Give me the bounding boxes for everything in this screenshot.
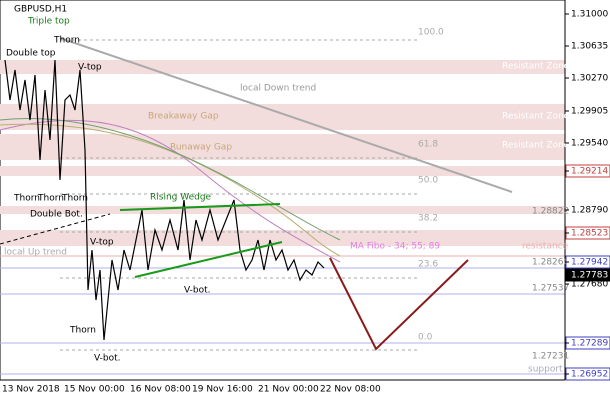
- chart-title: GBPUSD,H1: [14, 5, 67, 15]
- price-label: 1.29214: [571, 167, 608, 177]
- time-label: 19 Nov 16:00: [192, 385, 253, 395]
- annotation: Rising Wedge: [150, 193, 212, 203]
- price-label: 1.30270: [571, 74, 608, 84]
- annotation: Runaway Gap: [170, 143, 232, 153]
- annotation: Resistant Zone: [502, 62, 570, 72]
- annotation: Resistant Zone: [502, 112, 570, 122]
- price-label: 1.27942: [571, 258, 608, 268]
- price-axis: [565, 0, 610, 400]
- price-label: 1.28790: [571, 206, 608, 216]
- annotation: local Up trend: [4, 248, 67, 258]
- fibo-label: 50.0: [418, 176, 438, 186]
- annotation: V-bot.: [94, 354, 121, 364]
- fibo-label: 61.8: [418, 140, 438, 150]
- level-label: 1.28266: [532, 258, 569, 268]
- annotation: V-top: [78, 63, 102, 73]
- level-label: 1.28822: [532, 207, 569, 217]
- zones: [0, 60, 565, 375]
- gap-zone: [0, 104, 565, 130]
- fibo-label: 100.0: [418, 28, 444, 38]
- level-label: 1.27537: [532, 284, 569, 294]
- price-label: 1.27289: [571, 339, 608, 349]
- annotation: local Down trend: [240, 84, 316, 94]
- gap-zone: [0, 134, 565, 160]
- annotation: Thorn: [13, 194, 40, 204]
- annotation: Breakaway Gap: [148, 112, 219, 122]
- zone: [0, 206, 565, 214]
- fibo-label: 0.0: [418, 333, 433, 343]
- price-label: 1.27783: [571, 271, 608, 281]
- annotation: Double top: [6, 49, 56, 59]
- annotation: Thorn: [37, 194, 64, 204]
- level-label: 1.27231: [532, 352, 569, 362]
- price-label: 1.31000: [571, 10, 608, 20]
- annotation: MA Fibo - 34; 55; 89: [350, 242, 440, 252]
- forecast-path: [329, 257, 469, 351]
- fibo-label: 23.6: [418, 260, 438, 270]
- ma-89: [0, 117, 341, 241]
- fibo-label: 38.2: [418, 214, 438, 224]
- annotation: Resistant Zone: [502, 141, 570, 151]
- zone: [0, 166, 565, 176]
- annotation: V-top: [90, 238, 114, 248]
- time-label: 21 Nov 00:00: [258, 385, 319, 395]
- down-trend-line: [59, 37, 513, 193]
- price-label: 1.28523: [571, 229, 608, 239]
- annotation: Double Bot.: [30, 210, 83, 220]
- resistant-zone: [0, 60, 565, 74]
- annotation: Thorn: [61, 194, 88, 204]
- fibo-lines: [60, 39, 420, 351]
- price-label: 1.29905: [571, 107, 608, 117]
- price-label: 1.26952: [571, 370, 608, 380]
- ma-55: [0, 123, 341, 257]
- time-label: 22 Nov 08:00: [320, 385, 381, 395]
- time-label: 13 Nov 2018: [2, 385, 60, 395]
- annotation: Thorn: [69, 326, 96, 336]
- price-label: 1.29540: [571, 139, 608, 149]
- annotation: resistance: [522, 242, 569, 252]
- annotation: Triple top: [27, 17, 70, 27]
- up-trend-line: [0, 213, 111, 245]
- annotation: Thorn: [53, 36, 80, 46]
- resistance-zone: [0, 230, 565, 246]
- plot-frame: [0, 0, 566, 381]
- annotation: support: [528, 365, 563, 375]
- wedge-top: [119, 203, 281, 211]
- time-label: 15 Nov 00:00: [64, 385, 125, 395]
- annotation: V-bot.: [184, 286, 211, 296]
- price-label: 1.30635: [571, 42, 608, 52]
- wedge-bottom: [134, 241, 283, 278]
- price-label: 1.27680: [571, 280, 608, 290]
- time-label: 16 Nov 08:00: [130, 385, 191, 395]
